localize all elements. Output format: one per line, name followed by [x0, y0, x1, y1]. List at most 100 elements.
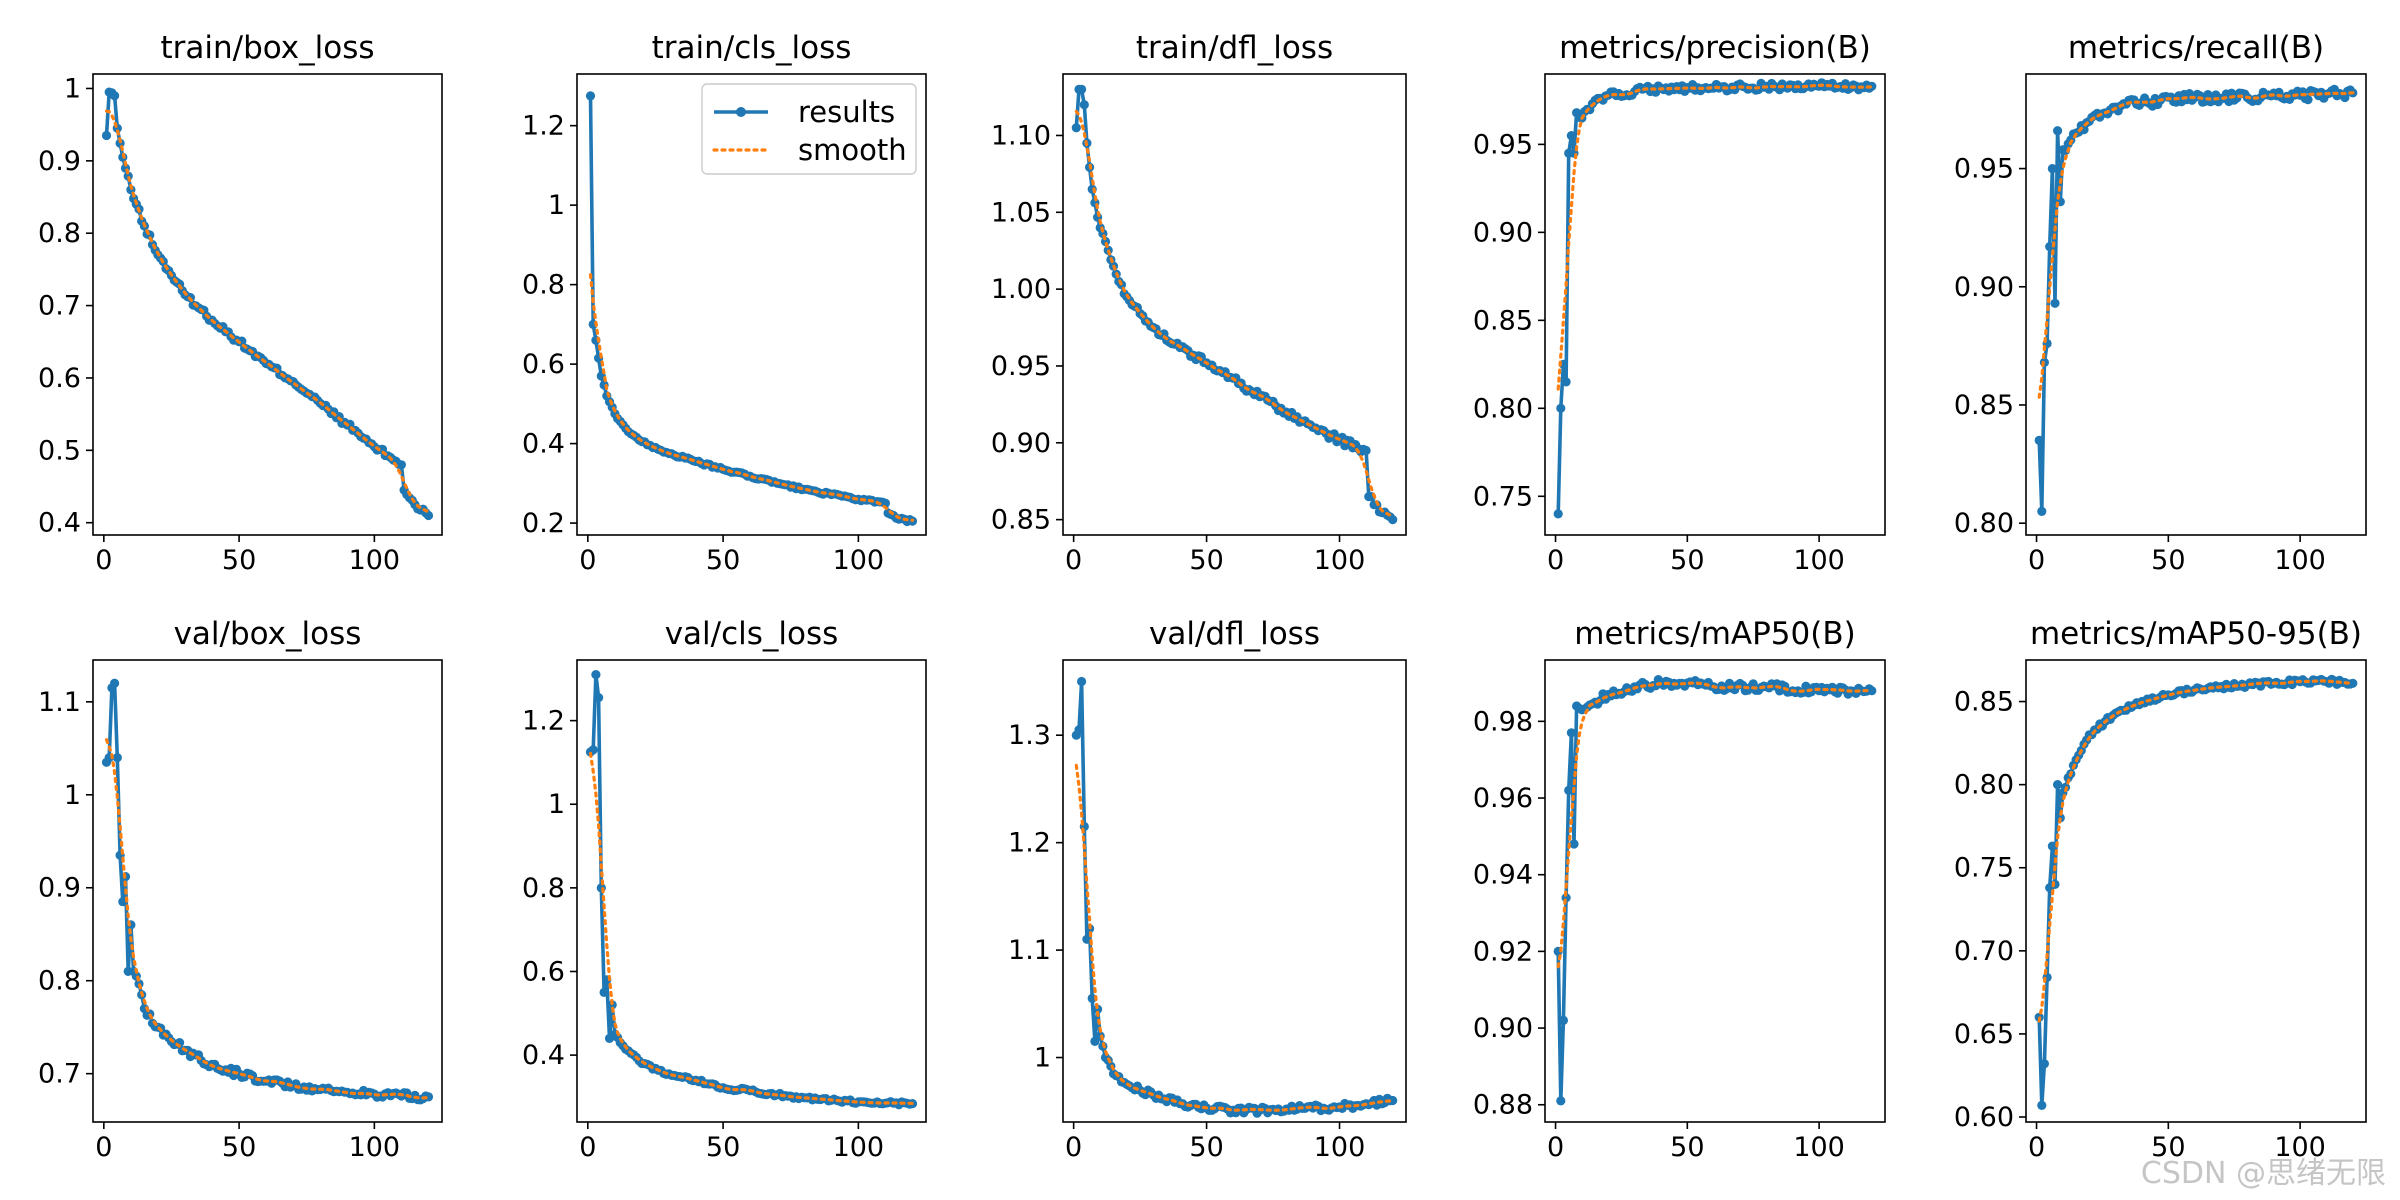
results-point	[2203, 90, 2213, 100]
results-point	[110, 91, 120, 101]
subplot-train-box-loss: train/box_loss 0 50 100 0.4 0.5 0.6 0.7 0.8 0.9 1	[38, 30, 443, 576]
smooth-line	[588, 751, 915, 1105]
y-tick-label: 1.00	[991, 274, 1051, 305]
results-point	[2037, 506, 2047, 516]
results-point	[2047, 164, 2057, 174]
subplot-title: metrics/precision(B)	[1559, 30, 1871, 66]
y-tick-label: 0.4	[38, 508, 81, 539]
y-tick-label: 0.8	[38, 218, 81, 249]
x-tick-label: 0	[1065, 545, 1082, 576]
y-tick-label: 0.98	[1473, 706, 1533, 737]
results-point	[2037, 1100, 2047, 1110]
plot-frame	[1544, 659, 1886, 1123]
results-point	[2303, 95, 2313, 105]
y-tick-label: 0.90	[1954, 272, 2014, 303]
y-tick-label: 0.85	[1954, 390, 2014, 421]
results-point	[1079, 100, 1089, 110]
subplot-train-cls-loss: train/cls_loss 0 50 100 0.2 0.4 0.6 0.8 1 1.2 resu…	[522, 30, 927, 576]
results-point	[1561, 377, 1571, 387]
y-tick-label: 0.96	[1473, 783, 1533, 814]
smooth-line	[2037, 91, 2355, 399]
x-tick-label: 100	[833, 545, 885, 576]
y-tick-label: 0.90	[1473, 1013, 1533, 1044]
results-point	[1564, 785, 1574, 796]
y-tick-label: 0.6	[38, 363, 81, 394]
x-tick-label: 100	[349, 545, 401, 576]
results-point	[1566, 131, 1576, 141]
results-point	[2045, 242, 2055, 252]
x-tick-label: 0	[579, 545, 596, 576]
x-tick-label: 50	[222, 545, 256, 576]
y-tick-label: 0.4	[522, 429, 565, 460]
x-tick-label: 100	[1793, 1132, 1845, 1163]
results-point	[396, 460, 406, 470]
results-point	[2053, 780, 2063, 790]
results-point	[1071, 123, 1081, 133]
x-tick-label: 50	[706, 1132, 740, 1163]
results-point	[1077, 84, 1087, 94]
y-tick-label: 0.90	[1473, 217, 1533, 248]
x-tick-label: 50	[706, 545, 740, 576]
results-point	[423, 510, 434, 521]
y-tick-label: 1.2	[522, 111, 565, 142]
y-tick-label: 0.8	[522, 873, 565, 904]
plot-frame	[1062, 659, 1407, 1123]
x-tick-label: 0	[1547, 545, 1564, 576]
legend-smooth-label: smooth	[798, 133, 907, 167]
results-point	[585, 91, 596, 101]
subplot-title: metrics/mAP50-95(B)	[2030, 616, 2362, 652]
y-tick-label: 1	[548, 190, 565, 221]
subplot-title: val/dfl_loss	[1149, 616, 1320, 652]
results-point	[1388, 1095, 1398, 1106]
y-tick-label: 0.85	[991, 505, 1051, 536]
legend-results-label: results	[798, 95, 895, 129]
subplot-title: val/cls_loss	[665, 616, 839, 652]
watermark: CSDN @思绪无限	[2140, 1156, 2386, 1191]
smooth-line	[1074, 109, 1395, 518]
results-point	[1553, 509, 1563, 519]
y-tick-label: 0.80	[1954, 508, 2014, 539]
y-tick-label: 0.9	[38, 873, 81, 904]
subplot-metrics-recall-b-: metrics/recall(B) 0 50 100 0.80 0.85 0.90 0.95	[1954, 30, 2367, 576]
x-tick-label: 50	[1670, 545, 1704, 576]
y-tick-label: 0.6	[522, 349, 565, 380]
y-tick-label: 0.2	[522, 508, 565, 539]
y-tick-label: 0.70	[1954, 936, 2014, 967]
x-tick-label: 50	[222, 1132, 256, 1163]
y-tick-label: 1.3	[1008, 720, 1051, 751]
subplot-title: train/cls_loss	[652, 30, 852, 66]
y-tick-label: 0.6	[522, 956, 565, 987]
results-point	[1556, 1096, 1566, 1106]
x-tick-label: 0	[95, 1132, 112, 1163]
y-tick-label: 0.9	[38, 146, 81, 177]
y-tick-label: 1	[64, 780, 81, 811]
plot-frame	[2025, 659, 2367, 1123]
y-tick-label: 0.80	[1954, 770, 2014, 801]
results-point	[1566, 728, 1576, 738]
y-tick-label: 1.2	[1008, 828, 1051, 859]
plot-frame	[1062, 73, 1407, 536]
x-tick-label: 50	[1670, 1132, 1704, 1163]
y-tick-label: 0.8	[38, 966, 81, 997]
y-tick-label: 0.5	[38, 435, 81, 466]
y-tick-label: 1	[1034, 1043, 1051, 1074]
plot-frame	[576, 659, 927, 1123]
legend: results smooth	[701, 83, 917, 175]
y-tick-label: 0.85	[1954, 687, 2014, 718]
x-tick-label: 100	[1793, 545, 1845, 576]
plot-frame	[92, 659, 443, 1123]
results-point	[1388, 515, 1398, 525]
results-point	[2034, 435, 2044, 445]
y-tick-label: 0.65	[1954, 1019, 2014, 1050]
subplot-train-dfl-loss: train/dfl_loss 0 50 100 0.85 0.90 0.95 1.00 1.05…	[991, 30, 1407, 576]
y-tick-label: 0.4	[522, 1040, 565, 1071]
y-tick-label: 0.7	[38, 291, 81, 322]
x-tick-label: 100	[2274, 545, 2326, 576]
results-point	[2047, 841, 2057, 851]
x-tick-label: 50	[1189, 1132, 1223, 1163]
smooth-line	[2037, 679, 2355, 1023]
results-point	[1074, 725, 1084, 735]
results-point	[1077, 676, 1087, 687]
y-tick-label: 0.80	[1473, 393, 1533, 424]
